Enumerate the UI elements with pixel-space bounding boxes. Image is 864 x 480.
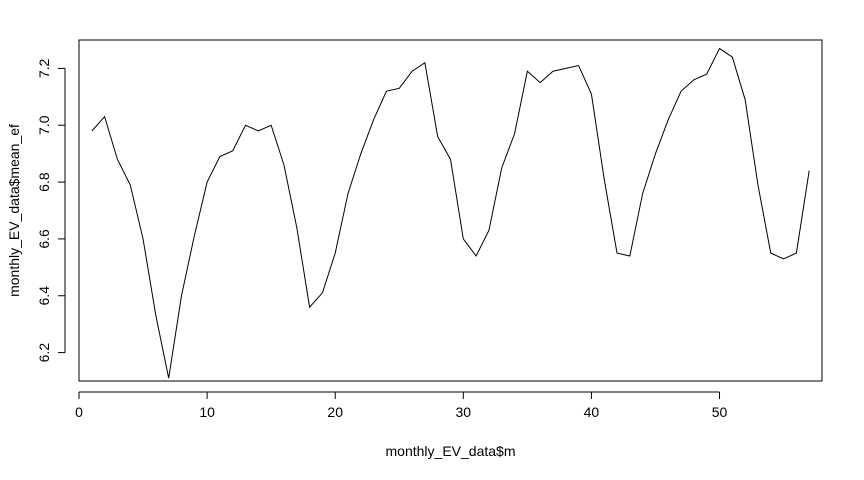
y-tick-label: 6.4	[36, 286, 52, 306]
y-tick-label: 6.2	[36, 343, 52, 363]
x-tick-label: 50	[712, 404, 728, 420]
x-tick-label: 20	[327, 404, 343, 420]
x-tick-label: 0	[75, 404, 83, 420]
x-tick-label: 10	[199, 404, 215, 420]
x-axis: 0 10 20 30 40 50	[75, 391, 728, 420]
y-tick-label: 7.0	[36, 115, 52, 135]
x-axis-label: monthly_EV_data$m	[386, 443, 516, 459]
y-tick-label: 6.8	[36, 172, 52, 192]
x-tick-label: 30	[456, 404, 472, 420]
y-tick-label: 6.6	[36, 229, 52, 249]
y-axis-label: monthly_EV_data$mean_ef	[6, 124, 22, 297]
y-axis: 6.2 6.4 6.6 6.8 7.0 7.2	[36, 58, 66, 363]
y-tick-label: 7.2	[36, 58, 52, 78]
plot-area	[78, 39, 823, 382]
data-line-series	[91, 47, 810, 379]
plot-frame	[78, 39, 823, 382]
x-tick-label: 40	[584, 404, 600, 420]
